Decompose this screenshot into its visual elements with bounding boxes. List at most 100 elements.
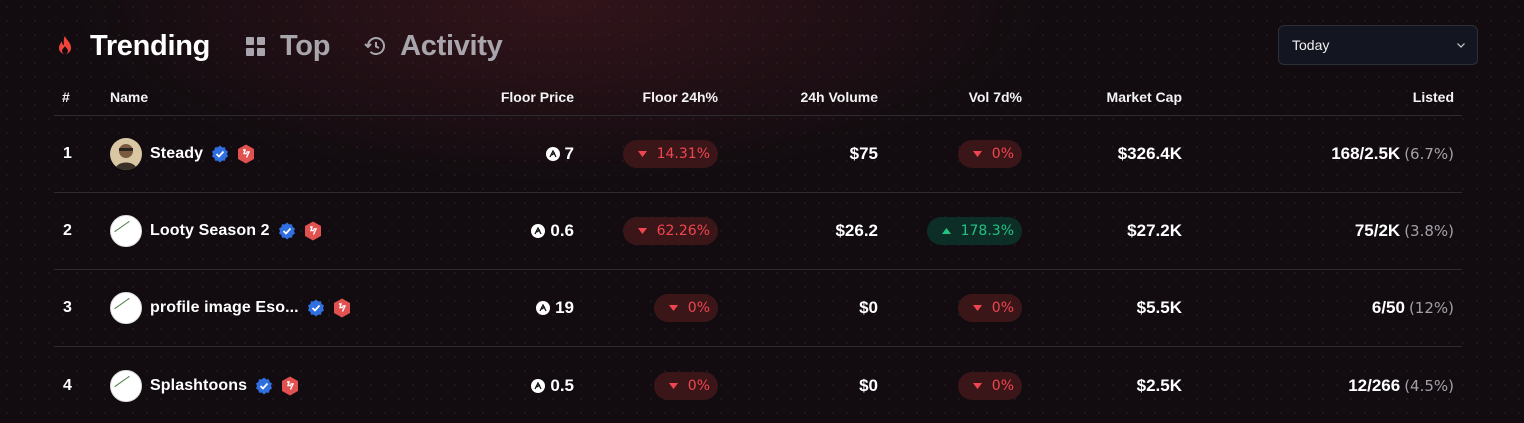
row-rank: 4 — [63, 376, 72, 394]
collection-name: profile image Eso... — [150, 299, 299, 316]
collections-table: # Name Floor Price Floor 24h% 24h Volume… — [54, 78, 1462, 423]
trend-arrow-icon — [637, 151, 647, 157]
vol-7d-change: 178.3% — [960, 223, 1014, 239]
tab-trending[interactable]: Trending — [54, 30, 210, 63]
avatar — [110, 369, 142, 402]
avatar — [110, 292, 142, 324]
listed-count: 75/2K — [1354, 221, 1401, 240]
tab-activity-label: Activity — [400, 29, 503, 62]
collection-tabs: Trending Top Activity — [54, 24, 537, 68]
vol-7d-change-badge: 0% — [957, 294, 1022, 322]
verified-icon — [211, 145, 229, 163]
floor-24h-change: 62.26% — [656, 223, 710, 239]
volume-24h: $0 — [859, 298, 878, 317]
period-select[interactable]: Today — [1278, 25, 1478, 65]
col-listed-header[interactable]: Listed — [1412, 89, 1454, 105]
listed-cell: 168/2.5K (6.7%) — [1331, 144, 1454, 164]
vol-7d-cell: 0% — [957, 371, 1022, 400]
verified-icon — [278, 222, 296, 240]
row-rank: 3 — [63, 299, 72, 316]
tab-top-label: Top — [280, 29, 331, 62]
tab-trending-label: Trending — [90, 29, 211, 62]
trend-arrow-icon — [668, 305, 678, 311]
trend-arrow-icon — [972, 151, 982, 157]
currency-icon — [531, 224, 546, 238]
listed-count: 6/50 — [1371, 298, 1405, 317]
table-header: # Name Floor Price Floor 24h% 24h Volume… — [54, 78, 1462, 116]
floor-24h-cell: 14.31% — [622, 140, 718, 168]
period-select-value: Today — [1292, 37, 1330, 53]
chevron-down-icon — [1457, 40, 1467, 50]
floor-24h-change: 14.31% — [656, 146, 710, 162]
trend-arrow-icon — [972, 305, 982, 311]
collection-name-cell[interactable]: Splashtoons — [110, 369, 299, 402]
vol-7d-change: 0% — [991, 377, 1014, 394]
col-vol-7d-header[interactable]: Vol 7d% — [968, 89, 1022, 105]
floor-price-cell: 0.5 — [531, 376, 574, 396]
listed-count: 168/2.5K — [1331, 144, 1401, 163]
table-row[interactable]: 4 Splashtoons 0.5 0% $0 — [54, 347, 1462, 423]
volume-24h: $75 — [849, 144, 878, 163]
floor-24h-cell: 0% — [653, 294, 718, 322]
avatar — [110, 215, 142, 247]
floor-24h-change: 0% — [687, 377, 710, 394]
tab-top[interactable]: Top — [244, 30, 330, 63]
collection-name-cell[interactable]: Steady — [110, 138, 255, 170]
marketplace-badge-icon — [237, 144, 255, 164]
vol-7d-cell: 178.3% — [926, 217, 1022, 245]
grid-icon — [244, 35, 266, 57]
col-market-cap-header[interactable]: Market Cap — [1106, 89, 1182, 105]
vol-7d-cell: 0% — [957, 294, 1022, 322]
marketplace-badge-icon — [304, 221, 322, 241]
volume-24h: $0 — [859, 375, 878, 395]
floor-24h-change-badge: 0% — [653, 371, 718, 400]
collection-name: Splashtoons — [150, 376, 248, 394]
market-cap: $326.4K — [1117, 144, 1182, 163]
volume-24h: $26.2 — [835, 221, 878, 240]
row-rank: 1 — [63, 145, 72, 162]
col-floor-price-header[interactable]: Floor Price — [500, 89, 574, 105]
col-floor-24h-header[interactable]: Floor 24h% — [642, 89, 718, 105]
verified-icon — [255, 377, 273, 395]
listed-cell: 6/50 (12%) — [1372, 298, 1454, 318]
floor-price: 0.6 — [550, 221, 574, 240]
collection-name-cell[interactable]: profile image Eso... — [110, 292, 351, 324]
col-name-header[interactable]: Name — [110, 89, 149, 105]
marketplace-badge-icon — [281, 376, 299, 395]
listed-percent: (3.8%) — [1404, 222, 1454, 240]
currency-icon — [536, 301, 551, 315]
row-rank: 2 — [63, 222, 72, 239]
col-volume-24h-header[interactable]: 24h Volume — [800, 89, 878, 105]
tab-activity[interactable]: Activity — [364, 29, 503, 63]
trend-arrow-icon — [668, 382, 678, 389]
table-row[interactable]: 1 Steady 7 14.31% $75 — [54, 116, 1462, 193]
collection-name-cell[interactable]: Looty Season 2 — [110, 215, 322, 247]
currency-icon — [531, 378, 546, 393]
col-rank-header[interactable]: # — [62, 89, 70, 105]
floor-24h-cell: 0% — [653, 371, 718, 400]
floor-24h-cell: 62.26% — [622, 217, 718, 245]
floor-price-cell: 7 — [545, 144, 574, 164]
listed-cell: 12/266 (4.5%) — [1348, 376, 1454, 396]
floor-price-cell: 0.6 — [531, 221, 574, 241]
table-row[interactable]: 3 profile image Eso... 19 0% $0 — [54, 270, 1462, 347]
vol-7d-change-badge: 178.3% — [926, 217, 1022, 245]
avatar — [110, 138, 142, 170]
listed-percent: (4.5%) — [1404, 376, 1454, 395]
market-cap: $5.5K — [1136, 298, 1182, 317]
trend-arrow-icon — [941, 228, 951, 234]
marketplace-badge-icon — [333, 298, 351, 318]
floor-price: 0.5 — [550, 375, 574, 395]
collection-name: Steady — [150, 145, 204, 162]
trend-arrow-icon — [972, 382, 982, 389]
floor-24h-change: 0% — [687, 300, 710, 316]
verified-icon — [307, 299, 325, 317]
vol-7d-change-badge: 0% — [957, 140, 1022, 168]
vol-7d-cell: 0% — [957, 140, 1022, 168]
listed-count: 12/266 — [1348, 375, 1401, 395]
table-row[interactable]: 2 Looty Season 2 0.6 62.26% $26.2 — [54, 193, 1462, 270]
trend-arrow-icon — [637, 228, 647, 234]
collection-name: Looty Season 2 — [150, 222, 270, 239]
listed-percent: (6.7%) — [1404, 145, 1454, 163]
fire-icon — [54, 35, 76, 57]
